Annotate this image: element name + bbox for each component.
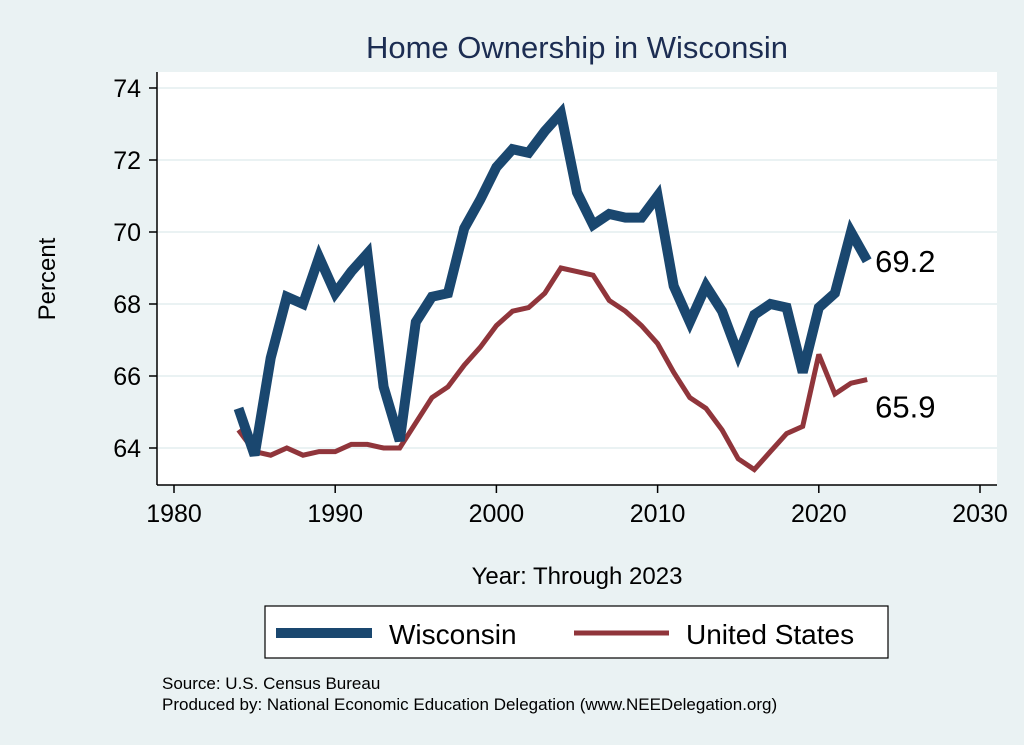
end-label-united-states: 65.9	[875, 390, 935, 425]
legend-label-united-states: United States	[686, 619, 854, 650]
y-tick-label: 74	[113, 75, 141, 103]
legend-label-wisconsin: Wisconsin	[389, 619, 517, 650]
source-note: Source: U.S. Census Bureau	[162, 674, 380, 693]
chart-title: Home Ownership in Wisconsin	[366, 30, 788, 65]
y-ticks: 64 66 68 70 72 74	[113, 75, 157, 463]
y-tick-label: 66	[113, 363, 141, 391]
y-tick-label: 64	[113, 435, 141, 463]
x-tick-label: 2020	[791, 500, 847, 528]
y-axis-title: Percent	[34, 237, 61, 320]
series-line-united-states	[236, 265, 868, 473]
end-labels: 69.2 65.9	[875, 244, 935, 425]
x-tick-label: 1990	[307, 500, 363, 528]
y-tick-label: 72	[113, 147, 141, 175]
x-tick-label: 2000	[469, 500, 525, 528]
series-lines	[233, 102, 872, 473]
legend: Wisconsin United States	[264, 605, 889, 659]
y-tick-label: 70	[113, 219, 141, 247]
x-axis-title: Year: Through 2023	[472, 563, 683, 590]
x-tick-label: 2010	[630, 500, 686, 528]
producer-note: Produced by: National Economic Education…	[162, 695, 777, 714]
x-tick-label: 1980	[146, 500, 202, 528]
series-line-wisconsin	[233, 102, 872, 457]
x-ticks: 1980 1990 2000 2010 2020 2030	[146, 485, 1008, 528]
plot-area	[157, 72, 997, 485]
end-label-wisconsin: 69.2	[875, 244, 935, 279]
x-tick-label: 2030	[952, 500, 1008, 528]
y-tick-label: 68	[113, 291, 141, 319]
